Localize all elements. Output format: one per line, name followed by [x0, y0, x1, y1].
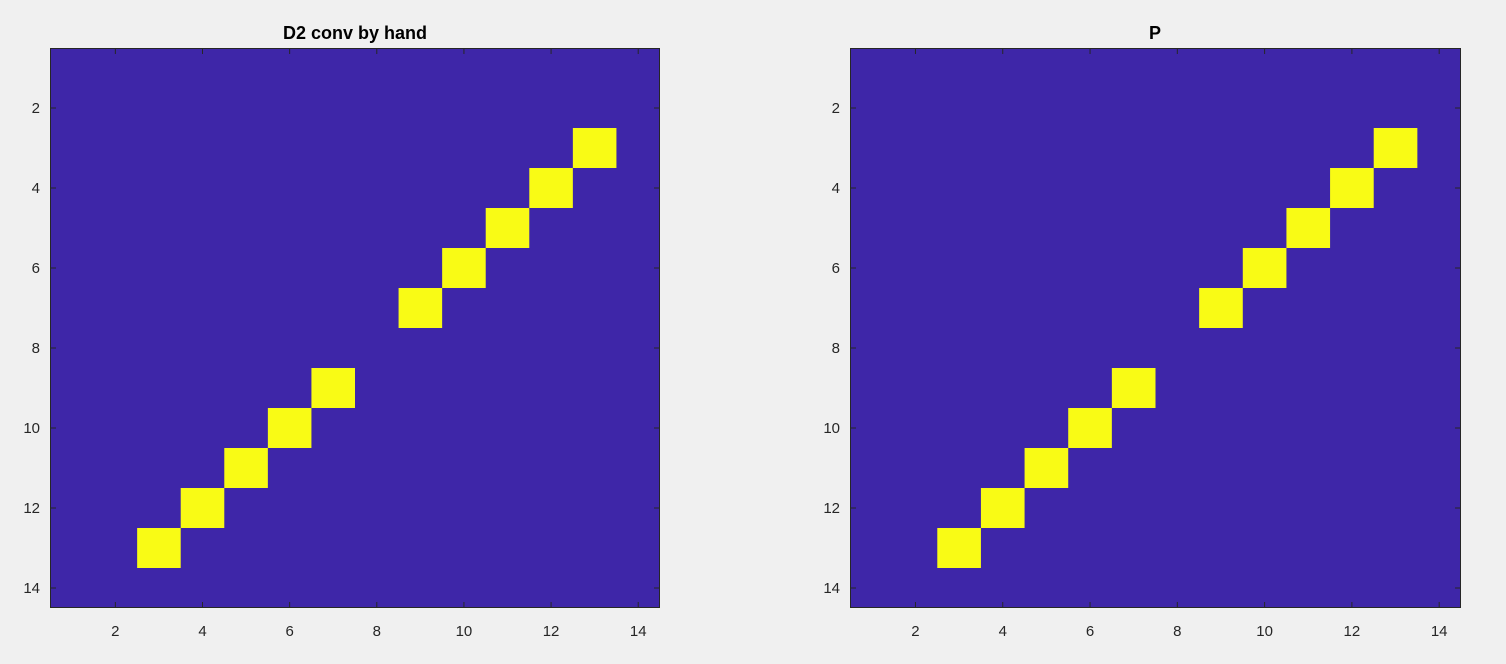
right-y-tick-label: 4: [832, 180, 840, 197]
right-heatmap-cell: [980, 488, 1025, 528]
left-heatmap-cell: [137, 528, 181, 568]
right-heatmap-cell: [1286, 208, 1331, 248]
right-y-tick-label: 10: [823, 420, 840, 437]
left-plot-area: [50, 48, 660, 608]
right-x-tick-label: 4: [999, 623, 1007, 640]
left-y-tick-label: 14: [23, 580, 40, 597]
left-x-tick-label: 2: [111, 623, 119, 640]
left-y-tick-label: 10: [23, 420, 40, 437]
left-heatmap-cell: [529, 168, 573, 208]
right-heatmap-chart: 2 4 6 8 10 12 14 2 4 6 8 10 12 14 P: [823, 23, 1461, 640]
left-x-tick-label: 12: [543, 623, 560, 640]
left-x-tick-label: 4: [198, 623, 206, 640]
right-heatmap-cell: [1373, 128, 1418, 168]
left-y-tick-label: 8: [32, 340, 40, 357]
right-heatmap-cell: [1068, 408, 1112, 448]
right-y-tick-label: 8: [832, 340, 840, 357]
right-axes-box: [850, 48, 1461, 608]
left-chart-title: D2 conv by hand: [283, 23, 427, 43]
right-x-tick-label: 2: [911, 623, 919, 640]
right-heatmap-cell: [1242, 248, 1287, 288]
right-x-tick-label: 14: [1431, 623, 1448, 640]
left-x-tick-label: 8: [373, 623, 381, 640]
right-y-tick-label: 6: [832, 260, 840, 277]
left-x-tick-label: 6: [285, 623, 293, 640]
right-x-tick-label: 12: [1344, 623, 1361, 640]
left-heatmap-cell: [442, 248, 486, 288]
right-plot-area: [850, 48, 1461, 608]
right-x-tick-label: 6: [1086, 623, 1094, 640]
left-heatmap-cell: [267, 408, 312, 448]
right-heatmap-cell: [1330, 168, 1374, 208]
left-heatmap-cell: [180, 488, 225, 528]
left-heatmap-chart: 2 4 6 8 10 12 14 2 4 6 8 10 12 14 D2 conv by hand: [23, 23, 660, 640]
left-y-tick-label: 2: [32, 100, 40, 117]
left-heatmap-cell: [224, 448, 268, 488]
left-heatmap-cell: [572, 128, 617, 168]
right-y-tick-label: 2: [832, 100, 840, 117]
left-x-tick-label: 14: [630, 623, 647, 640]
right-chart-title: P: [1149, 23, 1161, 43]
right-heatmap-cell: [937, 528, 981, 568]
right-heatmap-cell: [1199, 288, 1243, 328]
left-heatmap-cell: [311, 368, 355, 408]
right-x-tick-label: 10: [1256, 623, 1273, 640]
left-y-tick-label: 12: [23, 500, 40, 517]
left-axes-box: [50, 48, 660, 608]
right-y-tick-label: 12: [823, 500, 840, 517]
left-y-tick-label: 6: [32, 260, 40, 277]
left-heatmap-cell: [485, 208, 530, 248]
left-x-tick-label: 10: [456, 623, 473, 640]
right-y-tick-label: 14: [823, 580, 840, 597]
left-heatmap-cell: [398, 288, 443, 328]
right-heatmap-cell: [1024, 448, 1069, 488]
left-y-tick-label: 4: [32, 180, 40, 197]
right-heatmap-cell: [1111, 368, 1156, 408]
right-x-tick-label: 8: [1173, 623, 1181, 640]
